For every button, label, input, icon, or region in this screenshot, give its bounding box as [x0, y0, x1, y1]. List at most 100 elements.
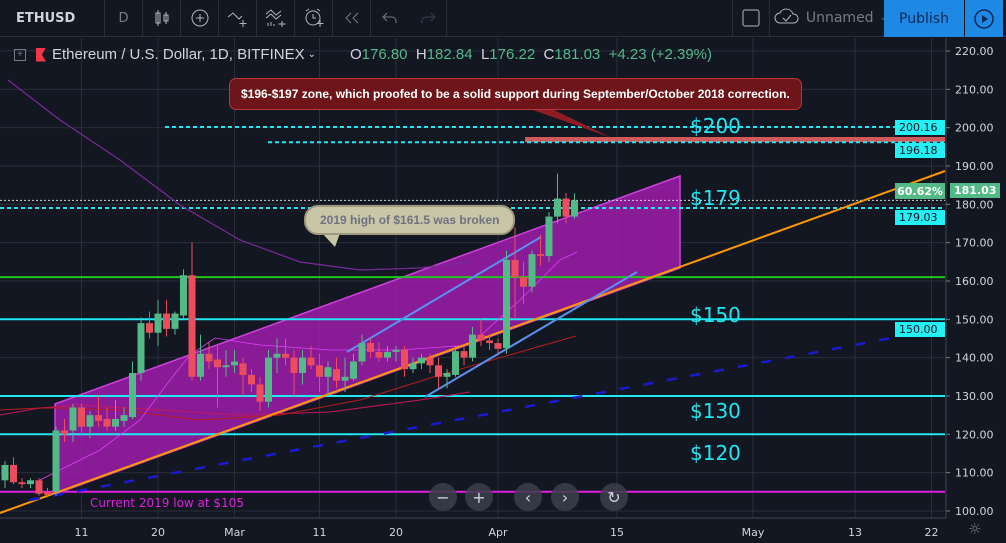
price-change: +4.23 (+2.39%): [608, 46, 713, 63]
candle: [528, 250, 536, 293]
candle-body: [341, 376, 349, 381]
scroll-right-button[interactable]: ›: [551, 483, 579, 511]
candle-body: [154, 313, 162, 333]
support-zone-callout[interactable]: $196-$197 zone, which proofed to be a so…: [229, 78, 802, 110]
candle: [248, 369, 255, 393]
candle: [554, 173, 561, 224]
candle-body: [392, 349, 400, 352]
blue-channel-upper[interactable]: [346, 236, 542, 353]
candle: [435, 357, 442, 389]
axis-settings-icon[interactable]: ☼: [968, 520, 982, 538]
replay-icon[interactable]: [333, 0, 371, 37]
candle: [282, 338, 289, 366]
undo-icon[interactable]: [371, 0, 409, 37]
layout-select-icon[interactable]: [732, 0, 770, 37]
candle: [452, 346, 459, 377]
price-tick-label: 160.00: [955, 275, 994, 288]
zoom-out-button[interactable]: −: [429, 483, 457, 511]
time-tick-label: 20: [151, 526, 165, 539]
candle-body: [528, 254, 536, 287]
candle: [477, 319, 485, 347]
blue-channel-lower[interactable]: [424, 271, 638, 398]
indicators-icon[interactable]: [257, 0, 295, 37]
candle: [86, 411, 94, 439]
save-layout-button[interactable]: Unnamed ⌄: [770, 0, 892, 37]
candle-body: [256, 384, 264, 402]
price-tick-label: 210.00: [955, 83, 994, 96]
level-label-120[interactable]: $120: [690, 441, 741, 465]
candle: [375, 342, 383, 362]
candle-body: [120, 415, 128, 421]
candle-body: [69, 407, 77, 431]
price-tick-label: 190.00: [955, 160, 994, 173]
candle: [520, 261, 527, 304]
yearly-high-callout[interactable]: 2019 high of $161.5 was broken: [304, 205, 516, 235]
price-axis[interactable]: 220.00 210.00 200.00 190.00 180.00 170.00 160.…: [946, 45, 994, 518]
candle-body: [137, 323, 145, 373]
expand-legend-icon[interactable]: +: [14, 48, 26, 61]
percent-badge: 60.62%: [895, 183, 945, 199]
play-icon[interactable]: [965, 0, 1003, 37]
blue-dashed-trendline[interactable]: [29, 326, 946, 502]
compare-icon[interactable]: [219, 0, 257, 37]
candles: [1, 173, 578, 498]
candle-body: [350, 361, 357, 379]
candle: [137, 317, 145, 381]
reset-chart-button[interactable]: ↻: [600, 483, 628, 511]
candle-body: [282, 353, 289, 358]
level-label-130[interactable]: $130: [690, 399, 741, 423]
candle-body: [435, 365, 442, 377]
candle-body: [452, 351, 459, 375]
alert-icon[interactable]: [295, 0, 333, 37]
price-tick-label: 170.00: [955, 237, 994, 250]
candle: [171, 311, 179, 335]
price-badge-196: 196.18: [895, 143, 945, 158]
candle-body: [10, 464, 17, 483]
chevron-down-icon[interactable]: ⌄: [307, 49, 316, 60]
publish-button[interactable]: Publish: [884, 0, 964, 37]
level-label-200[interactable]: $200: [690, 114, 741, 138]
level-label-150[interactable]: $150: [690, 303, 741, 327]
candle: [562, 192, 570, 224]
candle: [290, 349, 298, 396]
candle-body: [299, 357, 306, 373]
zoom-in-button[interactable]: +: [465, 483, 493, 511]
candle-body: [494, 343, 502, 349]
candle: [222, 349, 230, 377]
candle: [1, 461, 9, 488]
level-label-179[interactable]: $179: [690, 186, 741, 210]
candle-body: [426, 357, 434, 366]
candles-icon[interactable]: [143, 0, 181, 37]
price-tick-label: 140.00: [955, 352, 994, 365]
candle: [486, 334, 493, 350]
candle-body: [477, 334, 485, 341]
candle-body: [409, 363, 417, 370]
candle-body: [129, 372, 136, 418]
price-badge-150: 150.00: [895, 322, 945, 337]
candle-body: [205, 353, 213, 362]
symbol-title[interactable]: Ethereum / U.S. Dollar, 1D, BITFINEX: [52, 46, 305, 63]
candle: [120, 407, 128, 427]
price-tick-label: 150.00: [955, 313, 994, 326]
candle: [384, 346, 391, 362]
time-tick-label: 15: [610, 526, 624, 539]
candle-body: [103, 418, 111, 427]
yearly-low-note[interactable]: Current 2019 low at $105: [90, 496, 244, 510]
flag-icon[interactable]: [36, 47, 46, 62]
candle-body: [511, 259, 519, 278]
add-indicator-icon[interactable]: [181, 0, 219, 37]
chevron-down-icon: ⌄: [880, 13, 888, 23]
candle: [103, 407, 111, 431]
symbol-search[interactable]: ETHUSD: [0, 0, 105, 37]
candle: [537, 234, 544, 266]
candle-body: [460, 351, 468, 358]
low-label: L: [480, 46, 490, 63]
chart-legend: + Ethereum / U.S. Dollar, 1D, BITFINEX ⌄ …: [14, 46, 712, 63]
support-zone-band[interactable]: [525, 137, 945, 142]
interval-button[interactable]: D: [105, 0, 143, 37]
redo-icon[interactable]: [409, 0, 447, 37]
candle-body: [248, 374, 255, 385]
time-axis[interactable]: 11 20 Mar 11 20 Apr 15 May 13 22: [75, 526, 939, 539]
scroll-left-button[interactable]: ‹: [514, 483, 542, 511]
